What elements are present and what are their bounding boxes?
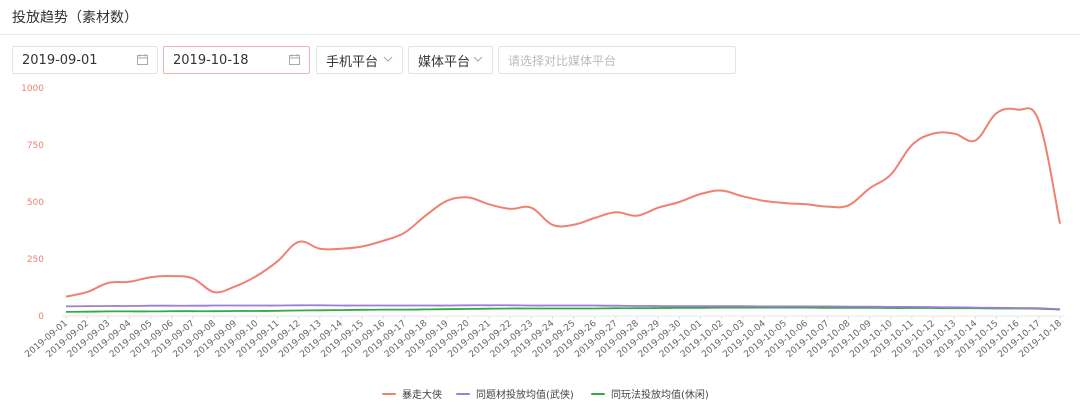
legend-item-series3[interactable]: 同玩法投放均值(休闲) (591, 386, 709, 401)
legend-swatch (591, 392, 605, 395)
legend-item-series1[interactable]: 暴走大侠 (382, 386, 442, 401)
series-line-2 (65, 304, 1061, 311)
start-date-value: 2019-09-01 (22, 52, 98, 68)
legend-label: 暴走大侠 (402, 390, 442, 401)
page-title: 投放趋势（素材数） (12, 10, 138, 26)
media-select-value: 媒体平台 (418, 54, 471, 70)
calendar-icon (289, 54, 300, 65)
compare-media-select[interactable]: 请选择对比媒体平台 (498, 46, 736, 74)
legend-label: 同玩法投放均值(休闲) (611, 390, 709, 401)
platform-select-value: 手机平台 (326, 54, 379, 70)
end-date-value: 2019-10-18 (173, 52, 249, 68)
y-tick-label: 1000 (21, 84, 44, 94)
media-select[interactable]: 媒体平台 (408, 46, 493, 74)
y-tick-label: 500 (27, 198, 44, 208)
y-tick-label: 750 (27, 141, 44, 151)
calendar-icon (137, 54, 148, 65)
legend-swatch (456, 392, 470, 395)
y-axis: 0 250 500 750 1000 (21, 84, 44, 322)
y-tick-label: 0 (38, 312, 44, 322)
chevron-down-icon (473, 56, 483, 62)
trend-line-chart: 0 250 500 750 1000 2019-09-012019-09-022019-… (21, 84, 1064, 360)
series-line-3 (65, 306, 1061, 313)
series-lines (65, 107, 1061, 313)
compare-media-placeholder: 请选择对比媒体平台 (508, 53, 617, 68)
chart-legend: 暴走大侠 同题材投放均值(武侠) 同玩法投放均值(休闲) (0, 386, 1080, 402)
y-tick-label: 250 (27, 255, 44, 265)
chevron-down-icon (383, 56, 393, 62)
platform-select[interactable]: 手机平台 (316, 46, 403, 74)
x-axis: 2019-09-012019-09-022019-09-032019-09-04… (23, 315, 1064, 360)
end-date-picker[interactable]: 2019-10-18 (163, 46, 310, 74)
title-divider (0, 34, 1080, 35)
legend-label: 同题材投放均值(武侠) (476, 390, 574, 401)
legend-item-series2[interactable]: 同题材投放均值(武侠) (456, 386, 574, 401)
legend-swatch (382, 392, 396, 395)
series-line-1 (65, 107, 1061, 298)
start-date-picker[interactable]: 2019-09-01 (12, 46, 158, 74)
